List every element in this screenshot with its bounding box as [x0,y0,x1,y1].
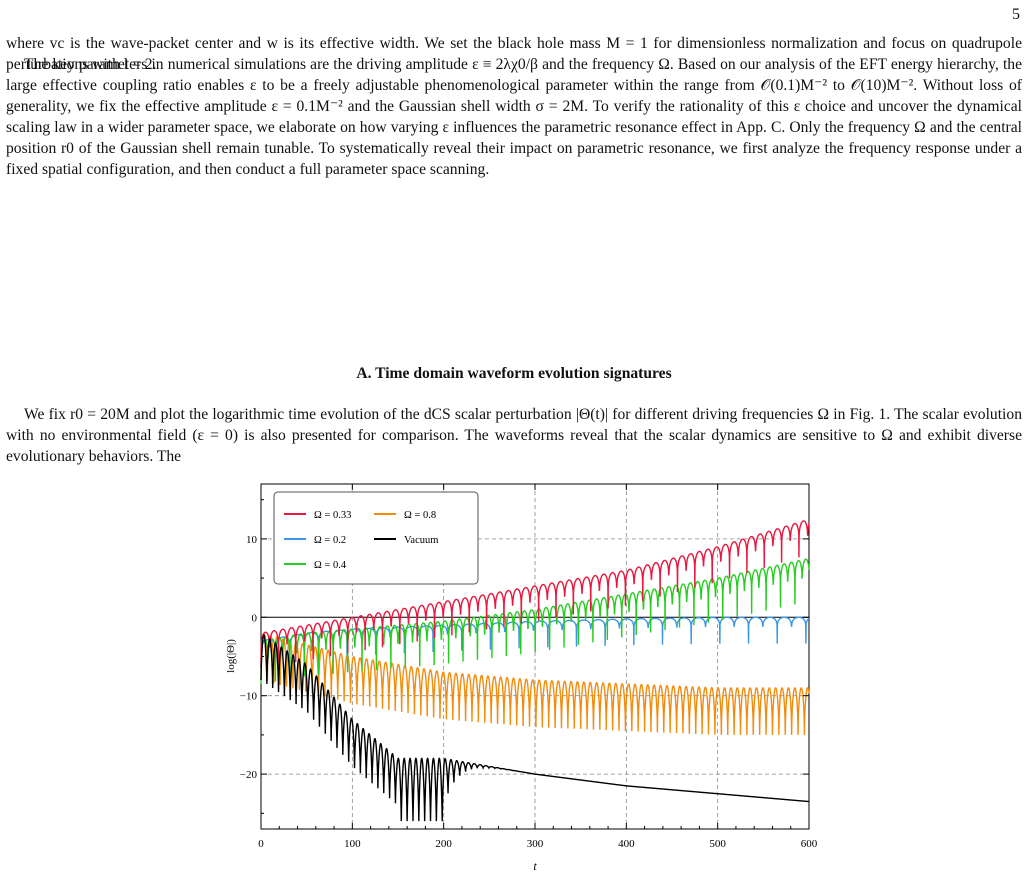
x-tick-label: 300 [527,838,544,850]
series-line-vacuum [260,634,810,822]
legend-label: Vacuum [404,535,438,546]
page-number: 5 [1012,6,1020,23]
x-tick-label: 400 [618,838,635,850]
paragraph-3-text: We fix r0 = 20M and plot the logarithmic… [6,406,1022,465]
y-tick-label: 0 [252,612,258,624]
x-tick-label: 500 [709,838,726,850]
x-tick-label: 100 [344,838,361,850]
y-tick-label: −20 [240,769,258,781]
x-axis-label: t [533,859,537,873]
paragraph-2: The key parameters in numerical simulati… [6,54,1022,180]
x-tick-label: 0 [258,838,264,850]
series-group [260,520,810,822]
legend: Ω = 0.33 Ω = 0.8 Ω = 0.2 Vacuum Ω = 0.4 [273,491,479,585]
y-tick-label: −10 [240,691,258,703]
y-tick-label: 10 [246,534,258,546]
legend-label: Ω = 0.8 [404,510,436,521]
series-line--0-4 [260,558,810,684]
legend-label: Ω = 0.4 [314,560,347,571]
paragraph-3: We fix r0 = 20M and plot the logarithmic… [6,404,1022,467]
paragraph-1-text: where vc is the wave-packet center and w… [6,35,1022,73]
x-tick-label: 600 [801,838,818,850]
paragraph-2-text: The key parameters in numerical simulati… [6,56,1022,178]
legend-label: Ω = 0.33 [314,510,351,521]
series-line--0-33 [260,520,810,669]
y-axis-label: log(|Θ|) [225,639,237,673]
paragraph-1: where vc is the wave-packet center and w… [6,33,1022,75]
section-heading: A. Time domain waveform evolution signat… [356,365,672,382]
x-tick-label: 200 [435,838,452,850]
legend-label: Ω = 0.2 [314,535,346,546]
figure-1: 0 100 200 300 400 500 600 10 0 −10 −20 t log(|Θ|) … [212,478,822,878]
series-line--0-8 [260,633,810,735]
